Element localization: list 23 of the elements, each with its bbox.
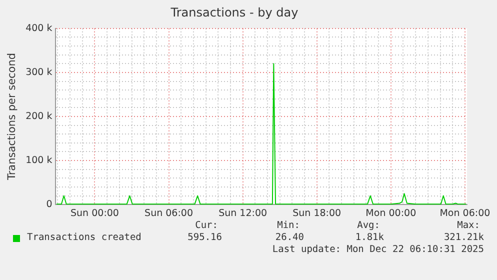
- text: Cur:: [195, 220, 218, 231]
- text: 321.21k: [444, 232, 484, 243]
- y-tick-label: 200 k: [26, 110, 53, 122]
- y-tick-label: 300 k: [26, 66, 53, 78]
- x-tick-label: Sun 12:00: [218, 208, 268, 219]
- text: 595.16: [188, 232, 222, 243]
- legend-label: Transactions created: [27, 232, 142, 243]
- x-tick-label: Mon 06:00: [440, 208, 490, 219]
- x-tick-label: Sun 18:00: [292, 208, 342, 219]
- y-tick-label: 100 k: [26, 155, 53, 166]
- y-tick-label: 0: [46, 199, 52, 210]
- chart-title: Transactions - by day: [170, 5, 298, 20]
- text: Min:: [277, 220, 300, 231]
- text: Last update: Mon Dec 22 06:10:31 2025: [272, 244, 484, 255]
- y-tick-label: 400 k: [26, 22, 53, 34]
- x-tick-label: Mon 00:00: [366, 208, 416, 219]
- text: Avg:: [357, 220, 380, 231]
- x-tick-label: Sun 06:00: [144, 208, 194, 219]
- y-axis-title: Transactions per second: [6, 52, 18, 182]
- text: Max:: [457, 220, 480, 231]
- x-tick-label: Sun 00:00: [70, 208, 119, 219]
- text: 26.40: [275, 232, 304, 243]
- text: 1.81k: [355, 232, 384, 243]
